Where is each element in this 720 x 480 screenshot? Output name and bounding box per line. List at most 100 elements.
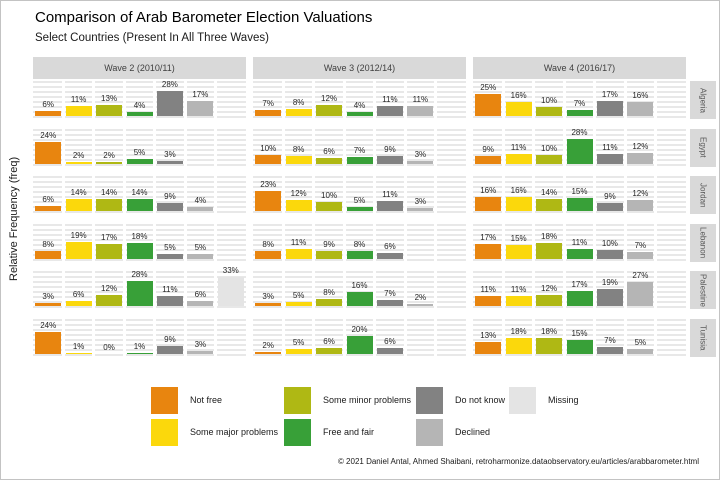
gridline-vertical <box>183 128 187 167</box>
gridline-vertical <box>281 318 285 357</box>
bar-value-label: 9% <box>482 144 494 154</box>
bar-some-minor-problems <box>96 161 123 164</box>
gridline-vertical <box>312 81 316 119</box>
bar-not-free <box>475 243 502 259</box>
gridline-vertical <box>281 271 285 309</box>
bar-some-minor-problems <box>316 298 343 306</box>
bar-value-label: 11% <box>480 285 496 295</box>
bar-some-minor-problems <box>316 202 343 211</box>
gridline-vertical <box>342 176 346 214</box>
bar-value-label: 11% <box>602 142 618 152</box>
bar-free-and-fair <box>566 138 593 164</box>
bar-value-label: 10% <box>541 96 558 106</box>
bar-value-label: 10% <box>321 191 338 201</box>
gridline-vertical <box>312 223 316 262</box>
gridline-vertical <box>532 128 536 167</box>
bar-some-major-problems <box>65 300 92 306</box>
facet-panel-palestine-wave-4-2016-17-: 11% 11% 12% 17% 19% 27% <box>473 271 686 309</box>
bar-value-label: 28% <box>571 127 588 137</box>
gridline-vertical <box>623 81 627 119</box>
gridline-vertical <box>214 81 218 119</box>
bar-value-label: 4% <box>194 196 207 206</box>
bar-some-major-problems <box>505 245 532 259</box>
gridline-vertical <box>501 223 505 262</box>
gridline-vertical <box>501 271 505 309</box>
bar-do-not-know <box>596 153 623 164</box>
bar-value-label: 14% <box>541 187 558 197</box>
bar-some-major-problems <box>505 101 532 116</box>
facet-panel-egypt-wave-4-2016-17-: 9% 11% 10% 28% 11% 12% <box>473 127 686 167</box>
y-axis-label: Relative Frequency (freq) <box>8 156 20 282</box>
bar-value-label: 28% <box>131 270 148 280</box>
facet-panel-tunisia-wave-2-2010-11-: 24% 1% 0% 1% 9% 3% <box>33 318 246 357</box>
gridline-vertical <box>153 176 157 214</box>
bar-value-label: 14% <box>70 187 87 197</box>
bar-some-minor-problems <box>536 154 563 164</box>
gridline-vertical <box>122 128 126 167</box>
bar-value-label: 3% <box>194 339 207 349</box>
bar-declined <box>187 300 214 306</box>
bar-value-label: 8% <box>262 240 274 250</box>
bar-value-label: 6% <box>323 147 335 157</box>
legend-label-declined: Declined <box>455 427 491 437</box>
bar-value-label: 27% <box>632 271 649 281</box>
gridline-vertical <box>562 318 566 357</box>
gridline-vertical <box>342 223 346 262</box>
bar-value-label: 5% <box>194 243 207 253</box>
gridline-vertical <box>312 318 316 357</box>
gridline-vertical <box>532 176 536 214</box>
gridline-vertical <box>214 223 218 262</box>
gridline-vertical <box>593 176 597 214</box>
gridline-vertical <box>654 318 658 357</box>
bar-value-label: 12% <box>101 284 118 294</box>
gridline-vertical <box>153 271 157 309</box>
bar-do-not-know <box>596 203 623 211</box>
bar-not-free <box>35 332 62 354</box>
bar-not-free <box>255 109 282 116</box>
bar-some-minor-problems <box>316 250 343 259</box>
bar-declined <box>187 350 214 354</box>
bar-not-free <box>255 154 282 164</box>
bar-value-label: 4% <box>133 101 146 111</box>
bar-value-label: 11% <box>162 285 178 295</box>
bar-value-label: 33% <box>222 265 239 275</box>
bar-some-major-problems <box>65 161 92 164</box>
gridline-vertical <box>281 81 285 119</box>
legend-swatch-free-and-fair <box>284 419 311 446</box>
gridline-vertical <box>122 176 126 214</box>
bar-value-label: 2% <box>262 340 274 350</box>
bar-some-minor-problems <box>96 104 123 116</box>
gridline-vertical <box>403 128 407 167</box>
bar-value-label: 11% <box>510 285 527 295</box>
gridline-vertical <box>153 318 157 357</box>
gridline-vertical <box>214 176 218 214</box>
country-strip-algeria: Algeria <box>690 81 716 119</box>
bar-not-free <box>475 296 502 306</box>
bar-value-label: 16% <box>351 280 368 290</box>
gridline-vertical <box>183 271 187 309</box>
bar-some-minor-problems <box>96 243 123 259</box>
bar-do-not-know <box>156 91 183 116</box>
bar-declined <box>407 160 434 164</box>
bar-value-label: 2% <box>72 150 85 160</box>
bar-do-not-know <box>156 254 183 259</box>
bar-some-minor-problems <box>316 158 343 164</box>
gridline-vertical <box>501 128 505 167</box>
gridline-vertical <box>92 176 96 214</box>
gridline-vertical <box>342 81 346 119</box>
legend-swatch-do-not-know <box>416 387 443 414</box>
bar-do-not-know <box>156 160 183 164</box>
bar-value-label: 13% <box>480 331 497 341</box>
bar-value-label: 3% <box>414 149 427 159</box>
legend-label-free-and-fair: Free and fair <box>323 427 375 437</box>
bar-value-label: 12% <box>321 94 338 104</box>
gridline-vertical <box>532 81 536 119</box>
bar-declined <box>627 349 654 354</box>
country-strip-egypt: Egypt <box>690 128 716 167</box>
legend-swatch-declined <box>416 419 443 446</box>
bar-declined <box>187 254 214 259</box>
bar-value-label: 11% <box>290 237 307 247</box>
bar-value-label: 12% <box>632 189 649 199</box>
bar-do-not-know <box>156 296 183 306</box>
facet-panel-algeria-wave-3-2012-14-: 7% 8% 12% 4% 11% 11% <box>253 81 466 119</box>
